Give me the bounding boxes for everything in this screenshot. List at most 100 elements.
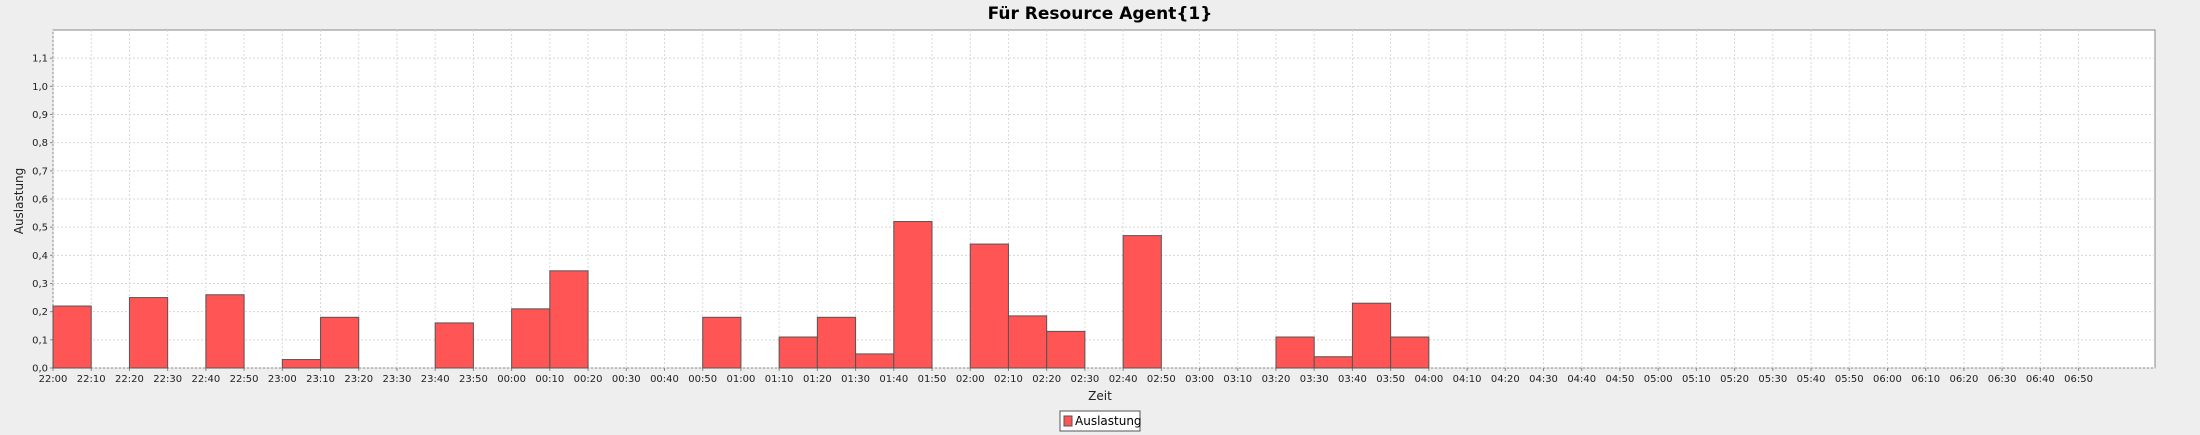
x-tick-label: 06:50 bbox=[2064, 374, 2093, 385]
x-tick-label: 05:00 bbox=[1644, 374, 1673, 385]
y-tick-label: 0,2 bbox=[32, 307, 48, 318]
bar bbox=[855, 353, 895, 369]
bar bbox=[702, 316, 742, 369]
x-tick-label: 05:30 bbox=[1758, 374, 1787, 385]
y-tick-label: 0,7 bbox=[32, 166, 48, 177]
x-tick-label: 04:50 bbox=[1606, 374, 1635, 385]
plot-area bbox=[52, 29, 2156, 369]
x-tick-label: 02:30 bbox=[1070, 374, 1099, 385]
x-tick-label: 02:40 bbox=[1109, 374, 1138, 385]
bar-series bbox=[52, 221, 1430, 369]
x-tick-label: 06:20 bbox=[1949, 374, 1978, 385]
x-tick-label: 03:10 bbox=[1223, 374, 1252, 385]
x-tick-label: 04:10 bbox=[1453, 374, 1482, 385]
y-tick-label: 0,9 bbox=[32, 110, 48, 121]
x-tick-label: 00:30 bbox=[612, 374, 641, 385]
y-tick-label: 0,4 bbox=[32, 251, 48, 262]
x-tick-label: 01:00 bbox=[727, 374, 756, 385]
x-tick-label: 03:30 bbox=[1300, 374, 1329, 385]
y-tick-label: 0,0 bbox=[32, 364, 48, 375]
legend-box bbox=[1059, 410, 1141, 432]
x-tick-label: 00:20 bbox=[574, 374, 603, 385]
bar bbox=[549, 270, 589, 369]
bar bbox=[1390, 336, 1430, 369]
bar bbox=[320, 316, 360, 369]
y-axis: 0,0 0,1 0,2 0,3 0,4 0,5 0,6 0,7 0,8 0,9 1,0 1,1 bbox=[32, 54, 2155, 375]
y-tick-label: 1,0 bbox=[32, 82, 48, 93]
x-tick-label: 01:50 bbox=[918, 374, 947, 385]
x-tick-label: 05:40 bbox=[1797, 374, 1826, 385]
x-tick-label: 03:50 bbox=[1376, 374, 1405, 385]
x-tick-label: 23:50 bbox=[459, 374, 488, 385]
x-tick-label: 22:10 bbox=[77, 374, 106, 385]
x-tick-label: 23:00 bbox=[268, 374, 297, 385]
x-tick-label: 23:40 bbox=[421, 374, 450, 385]
bar bbox=[52, 305, 92, 369]
bar bbox=[205, 294, 245, 369]
x-tick-label: 06:30 bbox=[1988, 374, 2017, 385]
x-tick-label: 06:00 bbox=[1873, 374, 1902, 385]
y-tick-label: 0,6 bbox=[32, 195, 48, 206]
x-tick-label: 03:40 bbox=[1338, 374, 1367, 385]
x-tick-label: 23:20 bbox=[344, 374, 373, 385]
y-tick-label: 0,5 bbox=[32, 223, 48, 234]
bar bbox=[511, 308, 551, 369]
y-tick-label: 0,8 bbox=[32, 138, 48, 149]
x-tick-label: 04:40 bbox=[1567, 374, 1596, 385]
x-tick-label: 04:20 bbox=[1491, 374, 1520, 385]
plot-background bbox=[53, 30, 2155, 368]
y-axis-label: Auslastung bbox=[12, 168, 26, 235]
x-tick-label: 00:00 bbox=[497, 374, 526, 385]
x-tick-label: 02:50 bbox=[1147, 374, 1176, 385]
x-tick-label: 04:00 bbox=[1414, 374, 1443, 385]
x-tick-label: 04:30 bbox=[1529, 374, 1558, 385]
bar bbox=[1122, 235, 1162, 369]
x-tick-label: 00:10 bbox=[535, 374, 564, 385]
x-tick-label: 23:10 bbox=[306, 374, 335, 385]
bar bbox=[434, 322, 474, 369]
legend-swatch-auslastung bbox=[1063, 415, 1073, 427]
x-tick-label: 23:30 bbox=[383, 374, 412, 385]
bar bbox=[128, 297, 169, 369]
y-tick-label: 1,1 bbox=[32, 54, 48, 65]
x-tick-label: 01:40 bbox=[879, 374, 908, 385]
x-tick-label: 22:50 bbox=[230, 374, 259, 385]
x-tick-label: 01:30 bbox=[841, 374, 870, 385]
x-axis-label: Zeit bbox=[1088, 389, 1112, 403]
bar bbox=[969, 243, 1009, 369]
x-tick-label: 02:20 bbox=[1032, 374, 1061, 385]
x-tick-label: 22:30 bbox=[153, 374, 182, 385]
x-tick-label: 05:20 bbox=[1720, 374, 1749, 385]
bar bbox=[1275, 336, 1315, 369]
y-tick-label: 0,3 bbox=[32, 279, 48, 290]
bar bbox=[816, 316, 857, 369]
y-tick-label: 0,1 bbox=[32, 335, 48, 346]
x-tick-label: 02:10 bbox=[994, 374, 1023, 385]
x-tick-label: 06:10 bbox=[1911, 374, 1940, 385]
x-tick-label: 03:00 bbox=[1185, 374, 1214, 385]
x-tick-label: 00:50 bbox=[688, 374, 717, 385]
x-tick-label: 06:40 bbox=[2026, 374, 2055, 385]
legend-label-auslastung: Auslastung bbox=[1075, 414, 1142, 428]
bar bbox=[778, 336, 818, 369]
bar bbox=[1007, 315, 1048, 369]
bar bbox=[893, 221, 933, 369]
x-tick-label: 03:20 bbox=[1262, 374, 1291, 385]
bar bbox=[1313, 356, 1353, 369]
x-tick-label: 01:10 bbox=[765, 374, 794, 385]
bar bbox=[1046, 330, 1086, 369]
x-tick-label: 00:40 bbox=[650, 374, 679, 385]
x-tick-label: 22:00 bbox=[39, 374, 68, 385]
chart-title: Für Resource Agent{1} bbox=[988, 4, 1213, 24]
x-tick-label: 05:10 bbox=[1682, 374, 1711, 385]
legend: Auslastung bbox=[1059, 410, 1142, 432]
x-tick-label: 22:40 bbox=[191, 374, 220, 385]
x-tick-label: 02:00 bbox=[956, 374, 985, 385]
x-tick-label: 22:20 bbox=[115, 374, 144, 385]
bar bbox=[281, 359, 322, 369]
x-tick-label: 01:20 bbox=[803, 374, 832, 385]
bar bbox=[1351, 302, 1392, 369]
x-tick-label: 05:50 bbox=[1835, 374, 1864, 385]
